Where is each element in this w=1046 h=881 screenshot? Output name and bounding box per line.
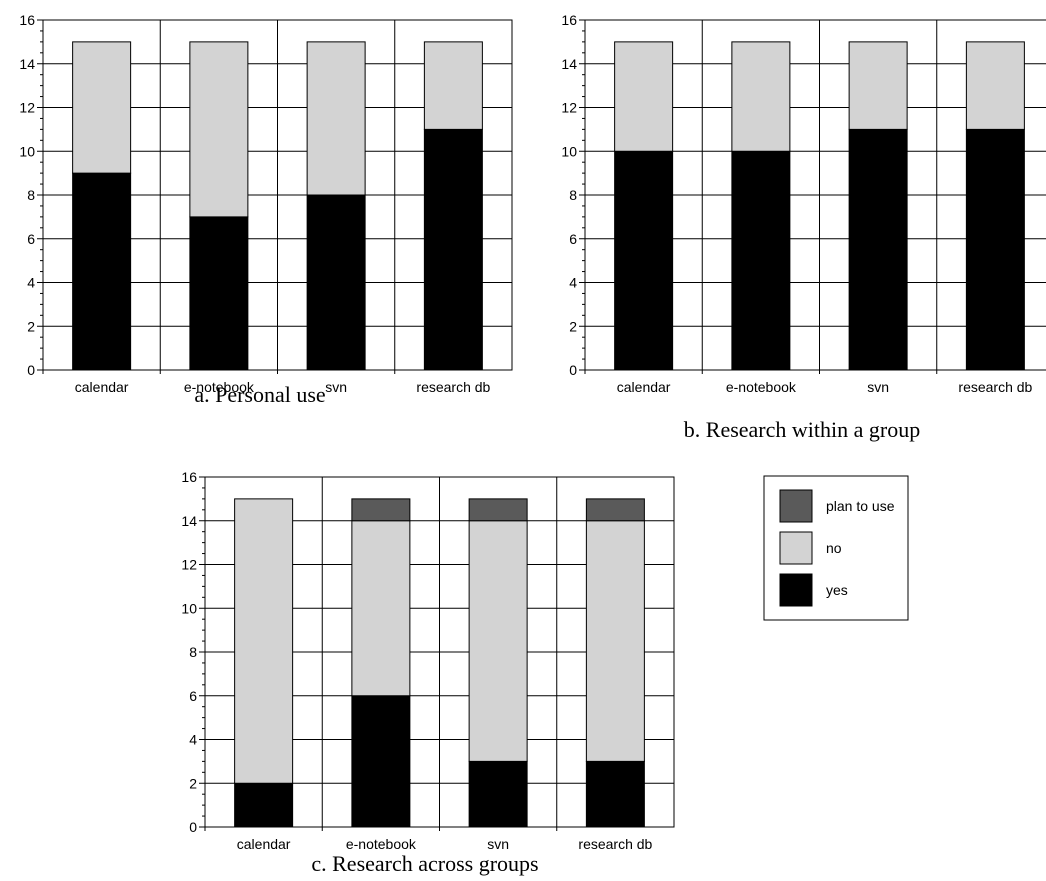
- bar-no-calendar: [234, 498, 294, 784]
- y-tick-label: 16: [181, 469, 197, 485]
- y-tick-label: 4: [569, 275, 577, 291]
- y-tick-label: 2: [189, 775, 197, 791]
- bar-no-calendar: [614, 41, 674, 152]
- y-tick-label: 16: [561, 12, 577, 28]
- bar-plan-to-use-e-notebook: [351, 498, 411, 522]
- y-tick-label: 14: [561, 56, 577, 72]
- bar-no-e-notebook: [731, 41, 791, 152]
- bar-yes-calendar: [234, 782, 294, 828]
- chart-caption: b. Research within a group: [684, 417, 920, 442]
- chart-panel-1: 0 2 4 6 8 10 12 14 16 calendar e-notebook svn resear…: [19, 12, 513, 407]
- bar-no-research-db: [423, 41, 483, 130]
- x-category-label: svn: [487, 836, 509, 852]
- y-tick-label: 6: [569, 231, 577, 247]
- y-tick-label: 14: [181, 513, 197, 529]
- y-tick-label: 4: [189, 732, 197, 748]
- x-category-label: svn: [867, 379, 889, 395]
- bar-no-research-db: [585, 520, 645, 762]
- y-tick-label: 12: [19, 100, 35, 116]
- bar-no-e-notebook: [351, 520, 411, 697]
- bar-yes-svn: [468, 760, 528, 828]
- chart-panel-2: 0 2 4 6 8 10 12 14 16 calendar e-notebook svn resear…: [561, 12, 1046, 442]
- x-category-label: e-notebook: [346, 836, 417, 852]
- x-category-label: research db: [958, 379, 1032, 395]
- chart-caption: c. Research across groups: [311, 851, 538, 876]
- legend-label-yes: yes: [826, 582, 848, 598]
- y-tick-label: 10: [181, 600, 197, 616]
- bar-yes-research-db: [423, 128, 483, 371]
- y-tick-label: 8: [27, 187, 35, 203]
- legend-swatch-plan-to-use: [779, 489, 813, 523]
- bar-yes-research-db: [585, 760, 645, 828]
- y-tick-label: 2: [27, 318, 35, 334]
- y-tick-label: 4: [27, 275, 35, 291]
- x-category-label: e-notebook: [726, 379, 797, 395]
- y-tick-label: 2: [569, 318, 577, 334]
- x-category-label: calendar: [237, 836, 291, 852]
- bar-no-svn: [848, 41, 908, 130]
- legend-swatch-yes: [779, 573, 813, 607]
- chart-panels: 0 2 4 6 8 10 12 14 16 calendar e-notebook svn resear…: [19, 12, 1046, 876]
- bar-no-e-notebook: [189, 41, 249, 218]
- bar-yes-e-notebook: [731, 150, 791, 371]
- bar-yes-svn: [306, 194, 366, 371]
- legend-label-no: no: [826, 540, 842, 556]
- bar-yes-calendar: [72, 172, 132, 371]
- bar-plan-to-use-svn: [468, 498, 528, 522]
- x-category-label: calendar: [75, 379, 129, 395]
- x-category-label: research db: [578, 836, 652, 852]
- bar-plan-to-use-research-db: [585, 498, 645, 522]
- y-tick-label: 12: [561, 100, 577, 116]
- chart-panel-3: 0 2 4 6 8 10 12 14 16 calendar e-notebook svn resear…: [181, 469, 675, 876]
- y-tick-label: 8: [189, 644, 197, 660]
- bar-yes-research-db: [965, 128, 1025, 371]
- bar-yes-svn: [848, 128, 908, 371]
- bar-no-svn: [468, 520, 528, 762]
- y-tick-label: 14: [19, 56, 35, 72]
- y-tick-label: 8: [569, 187, 577, 203]
- bar-yes-e-notebook: [351, 695, 411, 828]
- bar-yes-e-notebook: [189, 216, 249, 371]
- x-category-label: research db: [416, 379, 490, 395]
- x-category-label: svn: [325, 379, 347, 395]
- legend-swatch-no: [779, 531, 813, 565]
- legend: plan to use no yes: [763, 475, 909, 621]
- y-tick-label: 10: [19, 143, 35, 159]
- y-tick-label: 16: [19, 12, 35, 28]
- bar-no-calendar: [72, 41, 132, 174]
- x-category-label: e-notebook: [184, 379, 255, 395]
- y-tick-label: 10: [561, 143, 577, 159]
- y-tick-label: 0: [569, 362, 577, 378]
- bar-yes-calendar: [614, 150, 674, 371]
- legend-label-plan-to-use: plan to use: [826, 498, 895, 514]
- y-tick-label: 6: [27, 231, 35, 247]
- y-tick-label: 0: [189, 819, 197, 835]
- x-category-label: calendar: [617, 379, 671, 395]
- bar-no-research-db: [965, 41, 1025, 130]
- y-tick-label: 0: [27, 362, 35, 378]
- y-tick-label: 6: [189, 688, 197, 704]
- bar-no-svn: [306, 41, 366, 196]
- y-tick-label: 12: [181, 557, 197, 573]
- chart-caption: a. Personal use: [194, 382, 325, 407]
